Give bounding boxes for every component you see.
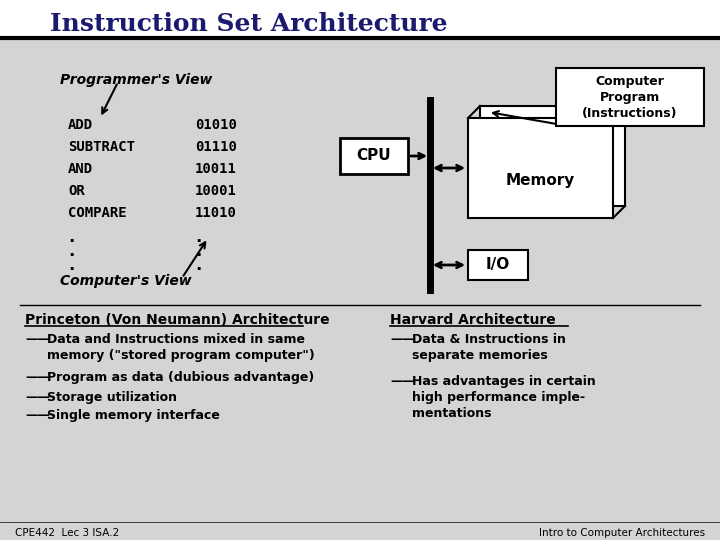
Text: Harvard Architecture: Harvard Architecture [390,313,556,327]
Text: AND: AND [68,162,93,176]
Text: 10011: 10011 [195,162,237,176]
Text: Memory: Memory [506,172,575,187]
Bar [480,106,625,206]
Bar [0,0,720,38]
Text: CPE442  Lec 3 ISA.2: CPE442 Lec 3 ISA.2 [15,528,120,538]
Bar [468,118,613,218]
Text: Programmer's View: Programmer's View [60,73,212,87]
Text: ADD: ADD [68,118,93,132]
Text: OR: OR [68,184,85,198]
Text: Intro to Computer Architectures: Intro to Computer Architectures [539,528,705,538]
Text: 11010: 11010 [195,206,237,220]
Text: ——: —— [25,409,50,422]
Text: .: . [195,242,202,260]
Text: .: . [195,228,202,246]
Text: Computer
Program
(Instructions): Computer Program (Instructions) [582,75,678,119]
Text: .: . [68,256,74,274]
Text: ——: —— [390,333,415,346]
Text: Program as data (dubious advantage): Program as data (dubious advantage) [47,371,314,384]
Text: 01010: 01010 [195,118,237,132]
Bar [556,68,704,126]
Text: Has advantages in certain
high performance imple-
mentations: Has advantages in certain high performan… [412,375,595,420]
Text: .: . [68,228,74,246]
Bar [468,250,528,280]
Text: .: . [68,242,74,260]
Text: I/O: I/O [486,258,510,273]
Text: Storage utilization: Storage utilization [47,391,177,404]
Text: COMPARE: COMPARE [68,206,127,220]
Text: CPU: CPU [356,148,391,164]
Text: .: . [195,256,202,274]
Text: Data & Instructions in
separate memories: Data & Instructions in separate memories [412,333,566,362]
Text: SUBTRACT: SUBTRACT [68,140,135,154]
Text: Single memory interface: Single memory interface [47,409,220,422]
Text: ——: —— [25,333,50,346]
Text: Instruction Set Architecture: Instruction Set Architecture [50,12,448,36]
Text: 01110: 01110 [195,140,237,154]
Text: Princeton (Von Neumann) Architecture: Princeton (Von Neumann) Architecture [25,313,330,327]
Text: ——: —— [25,371,50,384]
Text: 10001: 10001 [195,184,237,198]
Text: ——: —— [390,375,415,388]
Text: Data and Instructions mixed in same
memory ("stored program computer"): Data and Instructions mixed in same memo… [47,333,315,362]
Text: ——: —— [25,391,50,404]
Text: Computer's View: Computer's View [60,274,192,288]
Bar [340,138,408,174]
